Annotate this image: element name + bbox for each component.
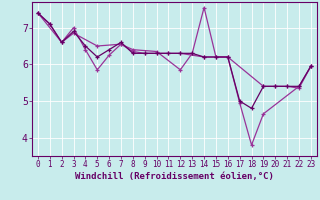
X-axis label: Windchill (Refroidissement éolien,°C): Windchill (Refroidissement éolien,°C)	[75, 172, 274, 181]
